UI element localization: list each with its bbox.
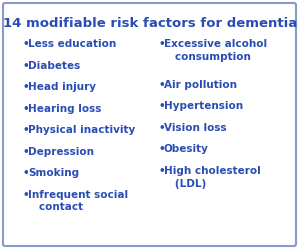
- Text: Physical inactivity: Physical inactivity: [28, 125, 135, 135]
- Text: Less education: Less education: [28, 39, 116, 49]
- Text: Smoking: Smoking: [28, 168, 79, 178]
- Text: •: •: [158, 39, 165, 49]
- Text: •: •: [158, 123, 165, 133]
- FancyBboxPatch shape: [3, 3, 296, 246]
- Text: Obesity: Obesity: [164, 144, 209, 154]
- Text: Infrequent social
   contact: Infrequent social contact: [28, 189, 128, 212]
- Text: High cholesterol
   (LDL): High cholesterol (LDL): [164, 166, 261, 189]
- Text: Hearing loss: Hearing loss: [28, 104, 101, 114]
- Text: •: •: [22, 146, 28, 157]
- Text: •: •: [22, 189, 28, 199]
- Text: Depression: Depression: [28, 146, 94, 157]
- Text: •: •: [22, 168, 28, 178]
- Text: Diabetes: Diabetes: [28, 61, 80, 70]
- Text: •: •: [22, 61, 28, 70]
- Text: •: •: [158, 101, 165, 111]
- Text: •: •: [158, 144, 165, 154]
- Text: 14 modifiable risk factors for dementia: 14 modifiable risk factors for dementia: [3, 17, 297, 30]
- Text: Air pollution: Air pollution: [164, 80, 237, 90]
- Text: •: •: [22, 82, 28, 92]
- Text: •: •: [22, 104, 28, 114]
- Text: •: •: [158, 80, 165, 90]
- Text: Vision loss: Vision loss: [164, 123, 226, 133]
- Text: •: •: [158, 166, 165, 176]
- Text: Excessive alcohol
   consumption: Excessive alcohol consumption: [164, 39, 267, 62]
- Text: •: •: [22, 125, 28, 135]
- Text: Head injury: Head injury: [28, 82, 96, 92]
- Text: •: •: [22, 39, 28, 49]
- Text: Hypertension: Hypertension: [164, 101, 243, 111]
